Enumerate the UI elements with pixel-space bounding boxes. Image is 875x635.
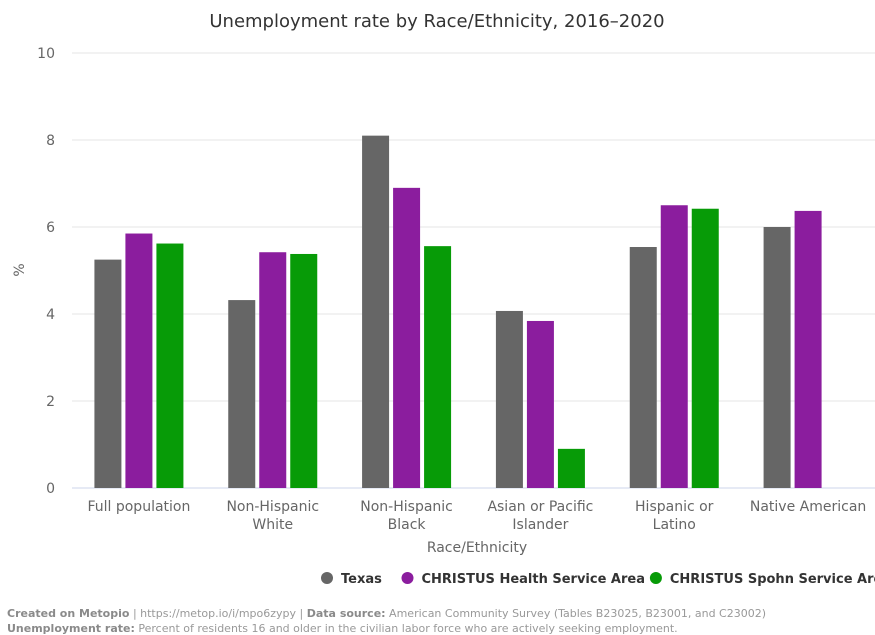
y-tick-label: 2 — [46, 394, 55, 410]
bar — [660, 205, 688, 488]
y-tick-label: 10 — [37, 46, 55, 62]
bar — [228, 300, 256, 488]
x-tick-label: Black — [388, 517, 427, 533]
bar — [362, 135, 390, 488]
footer-definition-line: Unemployment rate: Percent of residents … — [7, 622, 678, 635]
footer-source-line: Created on Metopio | https://metop.io/i/… — [7, 607, 766, 620]
created-on-label: Created on Metopio — [7, 607, 130, 620]
legend-marker — [321, 572, 333, 584]
chart-url[interactable]: | https://metop.io/i/mpo6zypy | — [129, 607, 307, 620]
bar — [763, 227, 791, 488]
bar — [794, 210, 822, 488]
bar — [629, 247, 657, 488]
bar — [393, 187, 421, 488]
x-tick-label: Non-Hispanic — [226, 499, 319, 515]
legend-label: Texas — [341, 572, 382, 587]
bar — [94, 259, 122, 488]
definition-text: Percent of residents 16 and older in the… — [134, 622, 678, 635]
legend-label: CHRISTUS Health Service Area — [422, 572, 646, 587]
x-tick-label: Latino — [653, 517, 696, 533]
y-tick-label: 8 — [46, 133, 55, 149]
bar — [156, 243, 184, 488]
y-tick-label: 0 — [46, 481, 55, 497]
bar — [526, 320, 554, 488]
bar — [259, 252, 287, 488]
y-tick-label: 6 — [46, 220, 55, 236]
bar — [424, 246, 452, 488]
definition-label: Unemployment rate: — [7, 622, 135, 635]
x-tick-label: Full population — [87, 499, 190, 515]
data-source-label: Data source: — [306, 607, 386, 620]
bar — [125, 233, 153, 488]
y-tick-label: 4 — [46, 307, 55, 323]
x-tick-label: Native American — [750, 499, 866, 515]
legend-marker — [649, 572, 662, 584]
x-axis-label: Race/Ethnicity — [427, 540, 527, 556]
x-tick-label: Hispanic or — [635, 499, 714, 515]
bar — [557, 448, 585, 488]
x-tick-label: Asian or Pacific — [487, 499, 593, 515]
data-source-text: American Community Survey (Tables B23025… — [385, 607, 767, 620]
y-axis-label: % — [12, 263, 28, 276]
bar — [691, 208, 719, 489]
bar — [495, 310, 523, 488]
x-tick-label: Non-Hispanic — [360, 499, 453, 515]
bar — [290, 253, 318, 488]
chart-title: Unemployment rate by Race/Ethnicity, 201… — [209, 11, 664, 32]
x-tick-label: White — [252, 517, 293, 533]
legend-label: CHRISTUS Spohn Service Area — [670, 572, 875, 587]
unemployment-chart: Unemployment rate by Race/Ethnicity, 201… — [12, 11, 875, 587]
legend-marker — [401, 572, 414, 584]
x-tick-label: Islander — [512, 517, 568, 533]
